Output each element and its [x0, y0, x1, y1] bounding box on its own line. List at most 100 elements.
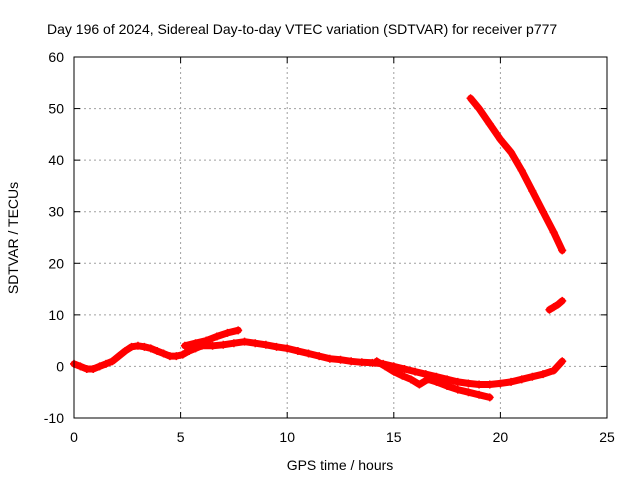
data-point: [121, 346, 130, 355]
data-point: [272, 342, 281, 351]
data-point: [507, 148, 516, 157]
data-point: [549, 366, 558, 375]
data-point: [475, 380, 484, 389]
data-point: [114, 352, 123, 361]
data-point: [223, 328, 232, 337]
data-point: [558, 296, 567, 305]
y-axis-ticks: -10 0 10 20 30 40 50 60: [44, 49, 607, 426]
data-point: [347, 357, 356, 366]
data-point: [475, 390, 484, 399]
data-point: [400, 365, 409, 374]
data-point: [304, 349, 313, 358]
data-point: [159, 349, 168, 358]
data-point: [443, 375, 452, 384]
series-upper-branch: [180, 326, 243, 350]
data-point: [464, 379, 473, 388]
data-point: [453, 377, 462, 386]
data-point: [466, 94, 475, 103]
y-axis-label: SDTVAR / TECUs: [5, 182, 21, 294]
series-high-track: [466, 94, 567, 255]
data-point: [528, 187, 537, 196]
data-point: [261, 340, 270, 349]
x-tick-label: 20: [493, 429, 509, 445]
data-point: [517, 375, 526, 384]
y-tick-label: -10: [44, 410, 64, 426]
data-point: [453, 385, 462, 394]
data-point: [411, 367, 420, 376]
x-tick-label: 5: [177, 429, 185, 445]
grid-lines: [74, 57, 607, 418]
data-point: [172, 352, 181, 361]
data-point: [202, 336, 211, 345]
data-point: [89, 365, 98, 374]
series-descending-branch: [372, 357, 494, 402]
data-point: [443, 382, 452, 391]
data-point: [549, 303, 558, 312]
data-point: [212, 332, 221, 341]
data-point: [357, 358, 366, 367]
data-point: [381, 362, 390, 371]
data-point: [517, 166, 526, 175]
data-point: [496, 379, 505, 388]
data-point: [558, 246, 567, 255]
y-tick-label: 20: [48, 255, 64, 271]
chart-title: Day 196 of 2024, Sidereal Day-to-day VTE…: [47, 21, 557, 37]
series-short-segment: [545, 296, 567, 314]
data-point: [545, 305, 554, 314]
data-point: [219, 340, 228, 349]
y-tick-label: 30: [48, 204, 64, 220]
y-tick-label: 60: [48, 49, 64, 65]
data-point: [127, 342, 136, 351]
data-point: [539, 207, 548, 216]
x-tick-label: 10: [279, 429, 295, 445]
data-point: [336, 355, 345, 364]
y-tick-label: 0: [56, 358, 64, 374]
data-point: [389, 367, 398, 376]
data-series: [70, 94, 567, 402]
x-tick-label: 15: [386, 429, 402, 445]
data-point: [293, 346, 302, 355]
data-point: [108, 357, 117, 366]
x-tick-label: 0: [70, 429, 78, 445]
series-band: [467, 94, 566, 254]
y-tick-label: 40: [48, 152, 64, 168]
data-point: [475, 104, 484, 113]
data-point: [325, 354, 334, 363]
x-tick-label: 25: [599, 429, 615, 445]
data-point: [549, 228, 558, 237]
data-point: [251, 339, 260, 348]
data-point: [229, 339, 238, 348]
data-point: [539, 370, 548, 379]
data-point: [528, 372, 537, 381]
data-point: [101, 359, 110, 368]
data-point: [146, 344, 155, 353]
data-point: [95, 362, 104, 371]
data-point: [178, 350, 187, 359]
data-point: [283, 344, 292, 353]
data-point: [432, 377, 441, 386]
data-point: [507, 377, 516, 386]
data-point: [76, 362, 85, 371]
data-point: [496, 135, 505, 144]
x-axis-ticks: 0 5 10 15 20 25: [70, 57, 615, 445]
data-point: [240, 337, 249, 346]
y-tick-label: 10: [48, 307, 64, 323]
plot-frame: [73, 56, 608, 419]
data-point: [398, 371, 407, 380]
data-point: [315, 352, 324, 361]
data-point: [415, 380, 424, 389]
data-point: [485, 393, 494, 402]
data-point: [464, 388, 473, 397]
data-point: [180, 341, 189, 350]
y-tick-label: 50: [48, 101, 64, 117]
data-point: [485, 380, 494, 389]
data-point: [191, 339, 200, 348]
data-point: [208, 341, 217, 350]
x-axis-label: GPS time / hours: [287, 457, 394, 473]
data-point: [372, 357, 381, 366]
series-band: [545, 297, 566, 314]
data-point: [140, 342, 149, 351]
data-point: [485, 120, 494, 129]
data-point: [153, 346, 162, 355]
